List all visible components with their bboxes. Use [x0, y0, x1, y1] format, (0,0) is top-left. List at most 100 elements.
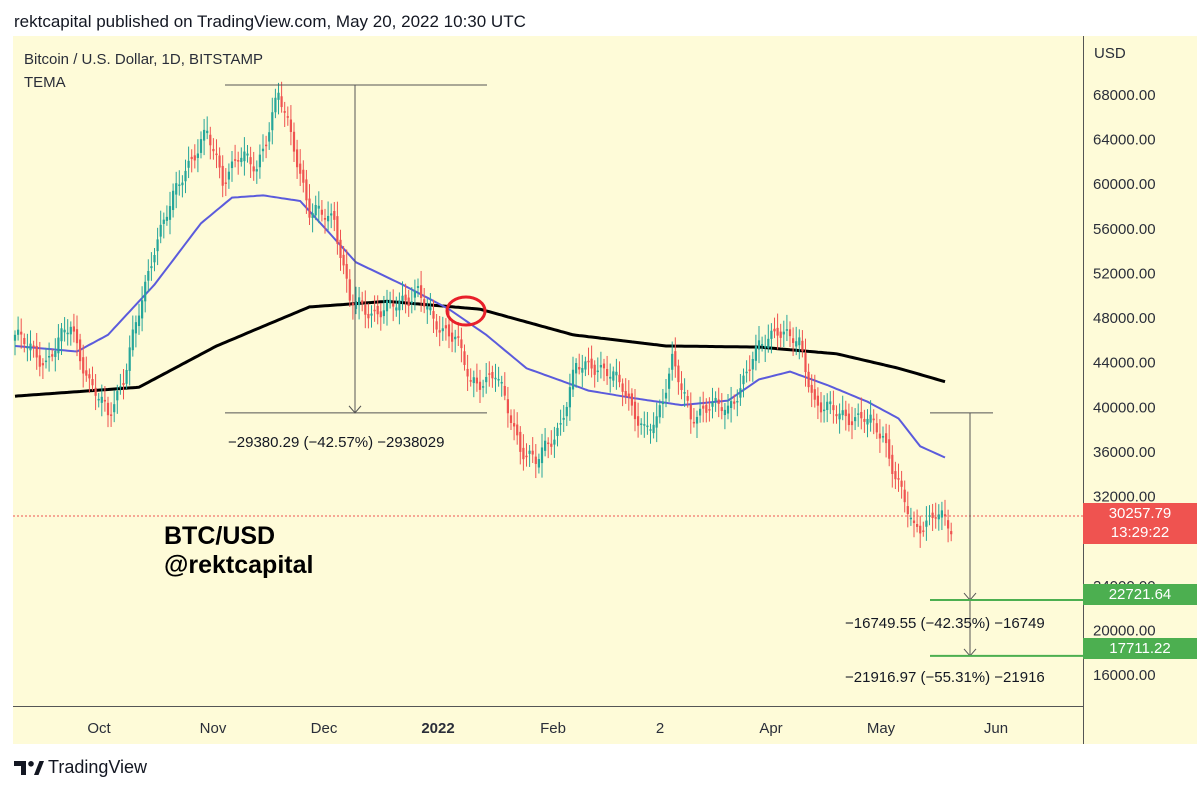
- candle-body: [469, 380, 472, 382]
- candle-body: [847, 413, 850, 426]
- x-tick-label: Jun: [984, 720, 1008, 737]
- candle-body: [286, 116, 289, 118]
- candle-body: [711, 401, 714, 407]
- candle-body: [606, 368, 609, 377]
- candle-body: [916, 524, 919, 527]
- measure-label-bottom: −21916.97 (−55.31%) −21916: [845, 669, 1045, 686]
- candle-body: [655, 416, 658, 428]
- candle-body: [488, 373, 491, 375]
- candle-body: [20, 331, 23, 335]
- footer-brand[interactable]: TradingView: [14, 757, 147, 778]
- candle-body: [599, 364, 602, 368]
- candle-body: [618, 374, 621, 383]
- candle-body: [323, 218, 327, 220]
- candle-body: [252, 166, 255, 172]
- candle-body: [776, 327, 779, 336]
- candle-body: [736, 400, 739, 403]
- candle-body: [221, 165, 224, 186]
- candle-body: [261, 148, 265, 152]
- candle-body: [773, 328, 776, 332]
- measure-label-top: −29380.29 (−42.57%) −2938029: [228, 434, 445, 451]
- candle-body: [761, 344, 764, 346]
- candle-body: [206, 130, 209, 134]
- candle-body: [35, 345, 38, 358]
- y-tick-label: 32000.00: [1093, 489, 1156, 506]
- candle-body: [730, 401, 733, 409]
- candle-body: [277, 92, 280, 100]
- candle-body: [255, 169, 258, 172]
- watermark-pair: BTC/USD: [164, 522, 276, 550]
- candle-body: [292, 131, 296, 152]
- candle-body: [950, 531, 953, 535]
- candle-body: [540, 447, 544, 464]
- candle-body: [156, 239, 159, 252]
- candle-body: [435, 321, 438, 330]
- candle-body: [615, 371, 618, 376]
- candle-body: [547, 442, 550, 445]
- candle-body: [835, 414, 838, 417]
- candle-body: [795, 341, 798, 347]
- candle-body: [519, 431, 522, 452]
- candle-body: [330, 213, 333, 216]
- candle-body: [742, 375, 745, 385]
- candle-body: [819, 402, 823, 413]
- candle-body: [32, 345, 35, 348]
- candle-body: [296, 149, 299, 168]
- candle-body: [203, 129, 206, 141]
- candle-body: [215, 153, 218, 156]
- candle-body: [116, 391, 119, 401]
- candle-body: [91, 379, 94, 386]
- candle-body: [491, 372, 494, 379]
- chart-frame[interactable]: 68000.00 64000.00 60000.00 56000.00 52000.00…: [13, 36, 1197, 744]
- candle-body: [726, 405, 730, 414]
- y-tick-label: 48000.00: [1093, 310, 1156, 327]
- candle-body: [237, 160, 240, 162]
- candle-body: [934, 517, 937, 519]
- candle-body: [922, 530, 925, 532]
- candle-body: [475, 377, 478, 384]
- candle-body: [426, 306, 429, 310]
- candle-body: [13, 334, 17, 341]
- target-price-tag-1: 22721.64: [1083, 584, 1197, 605]
- candle-body: [308, 198, 311, 218]
- candle-body: [596, 370, 599, 373]
- candle-body: [522, 447, 525, 460]
- y-tick-label: 16000.00: [1093, 667, 1156, 684]
- candle-body: [351, 303, 354, 306]
- candle-body: [705, 404, 708, 413]
- candle-body: [23, 338, 26, 345]
- candle-body: [649, 429, 652, 431]
- candle-body: [550, 443, 553, 447]
- candle-body: [373, 309, 376, 312]
- candle-body: [497, 378, 500, 381]
- y-tick-label: 44000.00: [1093, 355, 1156, 372]
- candle-body: [841, 410, 844, 416]
- candle-body: [29, 343, 32, 351]
- candle-body: [903, 489, 906, 503]
- candle-body: [243, 151, 246, 162]
- candle-body: [894, 471, 897, 480]
- candle-body: [137, 315, 141, 327]
- candle-body: [683, 392, 686, 394]
- time-scale: [13, 706, 1083, 744]
- candle-body: [165, 216, 168, 221]
- candle-body: [423, 299, 426, 307]
- candle-body: [940, 510, 943, 518]
- price-chart[interactable]: 68000.00 64000.00 60000.00 56000.00 52000.00…: [13, 36, 1197, 744]
- candle-body: [265, 144, 268, 147]
- candle-body: [119, 385, 122, 388]
- candle-body: [385, 300, 389, 312]
- candle-body: [699, 408, 702, 416]
- candle-body: [60, 328, 63, 342]
- candle-body: [686, 396, 689, 401]
- candle-body: [364, 304, 367, 315]
- candle-body: [172, 190, 175, 211]
- candle-body: [612, 371, 615, 381]
- candle-body: [537, 459, 540, 468]
- candle-body: [218, 155, 221, 168]
- candle-body: [460, 339, 463, 349]
- candle-body: [633, 401, 637, 420]
- candle-body: [17, 329, 20, 335]
- candle-body: [844, 409, 847, 417]
- candle-body: [162, 219, 165, 224]
